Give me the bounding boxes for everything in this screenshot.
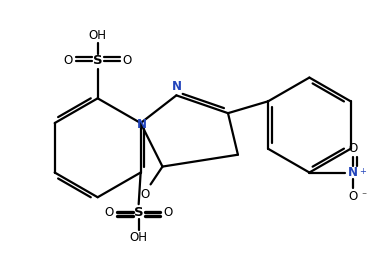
Text: S: S (93, 54, 102, 67)
Text: O: O (140, 188, 149, 201)
Text: O: O (349, 142, 358, 155)
Text: ⁻: ⁻ (361, 191, 366, 201)
Text: OH: OH (130, 231, 148, 244)
Text: S: S (134, 206, 144, 219)
Text: +: + (359, 167, 366, 176)
Text: O: O (123, 54, 132, 67)
Text: N: N (137, 117, 147, 131)
Text: N: N (171, 80, 181, 93)
Text: OH: OH (89, 29, 107, 42)
Text: O: O (349, 190, 358, 203)
Text: N: N (348, 166, 358, 179)
Text: O: O (63, 54, 73, 67)
Text: O: O (104, 206, 114, 219)
Text: O: O (164, 206, 173, 219)
